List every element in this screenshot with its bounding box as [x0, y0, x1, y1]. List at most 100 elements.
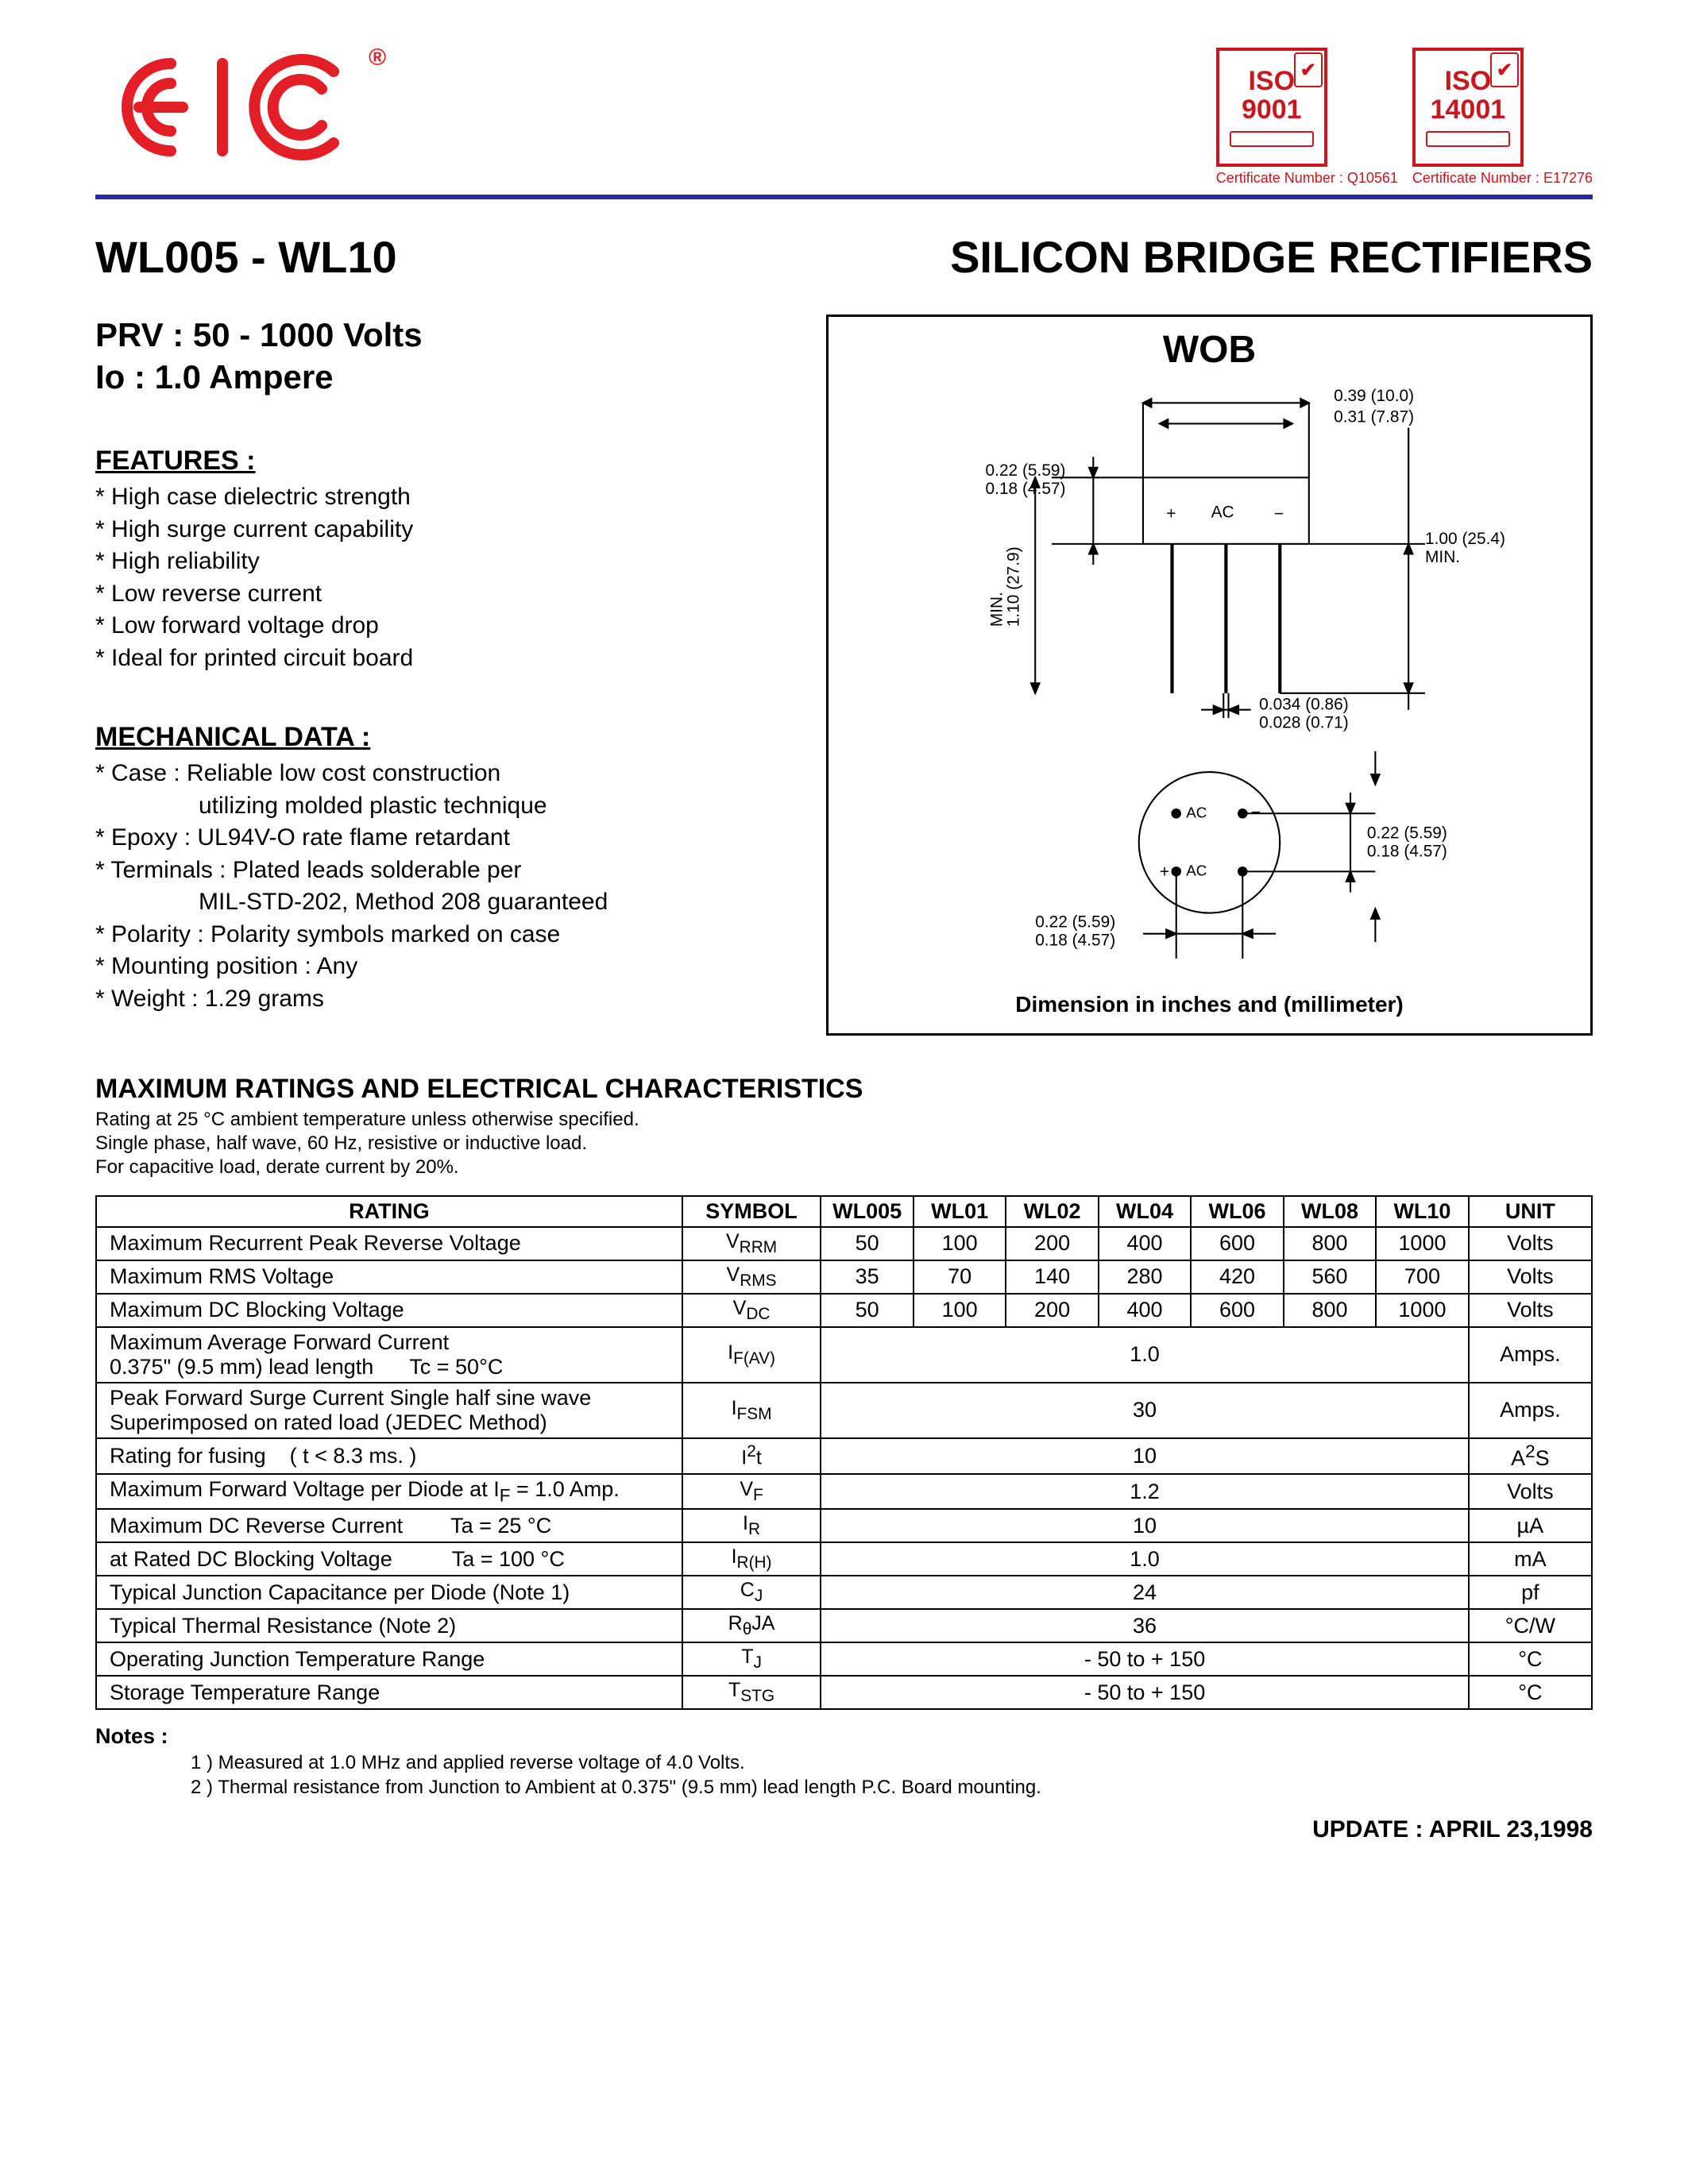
- table-header-cell: SYMBOL: [682, 1196, 821, 1227]
- mechanical-heading: MECHANICAL DATA :: [95, 722, 794, 753]
- symbol-cell: VRRM: [682, 1227, 821, 1260]
- svg-text:AC: AC: [1211, 503, 1234, 521]
- rating-cell: Peak Forward Surge Current Single half s…: [96, 1383, 682, 1438]
- svg-text:0.18 (4.57): 0.18 (4.57): [1367, 843, 1447, 861]
- table-header-cell: WL08: [1284, 1196, 1376, 1227]
- symbol-cell: VRMS: [682, 1260, 821, 1294]
- symbol-cell: I2t: [682, 1438, 821, 1474]
- note-item: 1 ) Measured at 1.0 MHz and applied reve…: [191, 1750, 1593, 1775]
- value-span-cell: 36: [821, 1609, 1468, 1642]
- table-row: Storage Temperature RangeTSTG- 50 to + 1…: [96, 1676, 1592, 1709]
- table-row: Maximum Average Forward Current0.375" (9…: [96, 1327, 1592, 1383]
- table-row: Typical Junction Capacitance per Diode (…: [96, 1576, 1592, 1609]
- unit-cell: A2S: [1469, 1438, 1592, 1474]
- value-cell: 35: [821, 1260, 913, 1294]
- feature-item: * High case dielectric strength: [95, 481, 794, 514]
- value-cell: 200: [1006, 1294, 1098, 1327]
- mechanical-item: * Weight : 1.29 grams: [95, 983, 794, 1016]
- rating-cell: Maximum Average Forward Current0.375" (9…: [96, 1327, 682, 1383]
- certification-badge: ✔ ISO 9001 Certificate Number : Q10561: [1216, 48, 1398, 187]
- symbol-cell: RθJA: [682, 1609, 821, 1642]
- mechanical-item: * Mounting position : Any: [95, 951, 794, 983]
- ratings-condition-line: Single phase, half wave, 60 Hz, resistiv…: [95, 1132, 1593, 1156]
- unit-cell: Volts: [1469, 1260, 1592, 1294]
- symbol-cell: VDC: [682, 1294, 821, 1327]
- svg-text:0.22 (5.59): 0.22 (5.59): [1035, 913, 1115, 931]
- value-cell: 200: [1006, 1227, 1098, 1260]
- rating-cell: Operating Junction Temperature Range: [96, 1642, 682, 1676]
- ratings-condition-line: Rating at 25 °C ambient temperature unle…: [95, 1108, 1593, 1132]
- unit-cell: Volts: [1469, 1227, 1592, 1260]
- rating-cell: Maximum Recurrent Peak Reverse Voltage: [96, 1227, 682, 1260]
- value-cell: 50: [821, 1294, 913, 1327]
- svg-text:0.22 (5.59): 0.22 (5.59): [1367, 824, 1447, 843]
- unit-cell: µA: [1469, 1509, 1592, 1542]
- table-row: Typical Thermal Resistance (Note 2)RθJA3…: [96, 1609, 1592, 1642]
- table-header-cell: WL01: [914, 1196, 1006, 1227]
- symbol-cell: TJ: [682, 1642, 821, 1676]
- dimension-drawing: 0.39 (10.0) 0.31 (7.87) 0.22 (5.59) 0.18…: [844, 378, 1574, 975]
- rating-cell: Maximum RMS Voltage: [96, 1260, 682, 1294]
- feature-item: * Low reverse current: [95, 578, 794, 611]
- value-cell: 280: [1099, 1260, 1191, 1294]
- mechanical-item: * Epoxy : UL94V-O rate flame retardant: [95, 822, 794, 855]
- svg-text:+: +: [1160, 863, 1169, 882]
- feature-item: * Ideal for printed circuit board: [95, 642, 794, 675]
- ratings-heading: MAXIMUM RATINGS AND ELECTRICAL CHARACTER…: [95, 1074, 1593, 1105]
- unit-cell: pf: [1469, 1576, 1592, 1609]
- mechanical-item: * Case : Reliable low cost construction: [95, 758, 794, 790]
- symbol-cell: TSTG: [682, 1676, 821, 1709]
- value-span-cell: - 50 to + 150: [821, 1642, 1468, 1676]
- value-cell: 560: [1284, 1260, 1376, 1294]
- rating-cell: at Rated DC Blocking Voltage Ta = 100 °C: [96, 1542, 682, 1576]
- table-row: at Rated DC Blocking Voltage Ta = 100 °C…: [96, 1542, 1592, 1576]
- symbol-cell: IR: [682, 1509, 821, 1542]
- certification-badge: ✔ ISO 14001 Certificate Number : E17276: [1412, 48, 1593, 187]
- unit-cell: Volts: [1469, 1474, 1592, 1509]
- value-cell: 420: [1191, 1260, 1283, 1294]
- unit-cell: °C: [1469, 1676, 1592, 1709]
- rating-cell: Maximum DC Blocking Voltage: [96, 1294, 682, 1327]
- registered-mark: ®: [369, 44, 386, 71]
- table-header-cell: WL10: [1376, 1196, 1468, 1227]
- value-span-cell: 24: [821, 1576, 1468, 1609]
- value-cell: 50: [821, 1227, 913, 1260]
- value-cell: 400: [1099, 1227, 1191, 1260]
- mechanical-item: utilizing molded plastic technique: [95, 790, 794, 823]
- value-span-cell: - 50 to + 150: [821, 1676, 1468, 1709]
- symbol-cell: VF: [682, 1474, 821, 1509]
- rating-cell: Maximum DC Reverse Current Ta = 25 °C: [96, 1509, 682, 1542]
- table-header-cell: WL06: [1191, 1196, 1283, 1227]
- value-cell: 800: [1284, 1227, 1376, 1260]
- table-row: Maximum DC Blocking VoltageVDC5010020040…: [96, 1294, 1592, 1327]
- symbol-cell: IFSM: [682, 1383, 821, 1438]
- table-row: Peak Forward Surge Current Single half s…: [96, 1383, 1592, 1438]
- spec-io: Io : 1.0 Ampere: [95, 357, 794, 399]
- svg-text:0.18 (4.57): 0.18 (4.57): [1035, 931, 1115, 949]
- diagram-title: WOB: [844, 328, 1574, 372]
- table-row: Maximum Forward Voltage per Diode at IF …: [96, 1474, 1592, 1509]
- table-header-cell: UNIT: [1469, 1196, 1592, 1227]
- company-logo: ®: [95, 48, 386, 167]
- feature-item: * High reliability: [95, 546, 794, 578]
- feature-item: * High surge current capability: [95, 514, 794, 546]
- value-span-cell: 30: [821, 1383, 1468, 1438]
- unit-cell: mA: [1469, 1542, 1592, 1576]
- features-list: * High case dielectric strength* High su…: [95, 481, 794, 674]
- unit-cell: Amps.: [1469, 1327, 1592, 1383]
- table-row: Maximum Recurrent Peak Reverse VoltageVR…: [96, 1227, 1592, 1260]
- symbol-cell: IR(H): [682, 1542, 821, 1576]
- product-code: WL005 - WL10: [95, 231, 397, 283]
- table-row: Maximum DC Reverse Current Ta = 25 °CIR1…: [96, 1509, 1592, 1542]
- ratings-condition-line: For capacitive load, derate current by 2…: [95, 1156, 1593, 1179]
- unit-cell: °C: [1469, 1642, 1592, 1676]
- svg-text:AC: AC: [1186, 804, 1207, 820]
- svg-text:+: +: [1166, 505, 1176, 523]
- table-header-cell: WL02: [1006, 1196, 1098, 1227]
- mechanical-list: * Case : Reliable low cost constructionu…: [95, 758, 794, 1015]
- certifications: ✔ ISO 9001 Certificate Number : Q10561 ✔…: [1216, 48, 1593, 187]
- mechanical-item: * Terminals : Plated leads solderable pe…: [95, 855, 794, 887]
- note-item: 2 ) Thermal resistance from Junction to …: [191, 1775, 1593, 1800]
- svg-text:AC: AC: [1186, 862, 1207, 879]
- svg-text:−: −: [1274, 505, 1284, 523]
